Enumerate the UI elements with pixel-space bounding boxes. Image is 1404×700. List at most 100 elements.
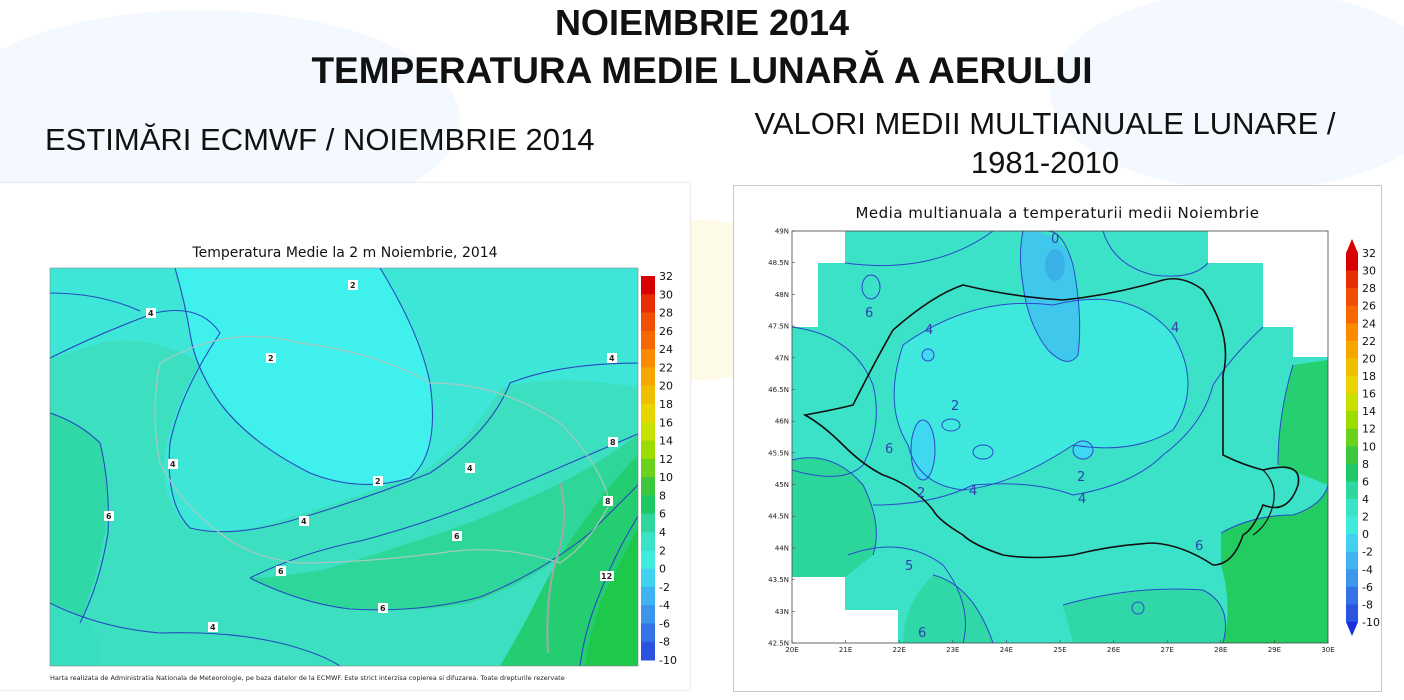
colorbar-label: 24 (659, 343, 673, 356)
contour-label: 6 (278, 567, 284, 576)
colorbar-swatch (1346, 569, 1358, 588)
lon-tick-label: 24E (1000, 646, 1013, 654)
colorbar-label: 16 (659, 416, 673, 429)
contour-label: 4 (148, 309, 154, 318)
colorbar-label: 14 (659, 435, 673, 448)
colorbar-swatch (641, 477, 655, 496)
colorbar-swatch (641, 349, 655, 368)
colorbar-swatch (641, 641, 655, 661)
colorbar-swatch (641, 458, 655, 478)
colorbar-label: 22 (1362, 335, 1376, 348)
colorbar-swatch (641, 330, 655, 350)
contour-label: 2 (951, 399, 959, 414)
contour-label: 0 (1051, 232, 1059, 247)
colorbar-label: 32 (659, 270, 673, 283)
clim-field-east (1278, 360, 1328, 485)
colorbar-label: 10 (1362, 440, 1376, 453)
colorbar-label: 0 (1362, 528, 1369, 541)
colorbar-swatch (1346, 305, 1358, 324)
lon-tick-label: 22E (893, 646, 906, 654)
contour-label: 4 (210, 623, 216, 632)
colorbar-swatch (1346, 270, 1358, 289)
colorbar-label: 2 (1362, 511, 1369, 524)
contour-label: 6 (380, 604, 386, 613)
contour-label: 5 (905, 559, 913, 574)
ecmwf-credit-text: Harta realizata de Administratia Nationa… (50, 674, 565, 682)
contour-label: 4 (301, 517, 307, 526)
colorbar-label: 10 (659, 471, 673, 484)
contour-label: 8 (605, 497, 611, 506)
colorbar-label: -2 (659, 581, 670, 594)
colorbar-swatch (641, 294, 655, 314)
colorbar-swatch (1346, 323, 1358, 342)
contour-label: 2 (268, 354, 274, 363)
ecmwf-map-frame (49, 267, 639, 667)
colorbar-label: 4 (659, 526, 666, 539)
colorbar-label: -10 (659, 654, 677, 667)
colorbar-swatch (641, 568, 655, 588)
colorbar-label: 6 (1362, 475, 1369, 488)
right-section-title-line1: VALORI MEDII MULTIANUALE LUNARE / (754, 106, 1336, 141)
colorbar-label: 18 (1362, 370, 1376, 383)
romania-border-faint (154, 335, 611, 564)
contour-label: 6 (106, 512, 112, 521)
colorbar-label: -2 (1362, 546, 1373, 559)
colorbar-swatch (1346, 393, 1358, 412)
right-section-title: VALORI MEDII MULTIANUALE LUNARE / 1981-2… (700, 104, 1390, 182)
colorbar-swatch (1346, 428, 1358, 447)
lat-tick-label: 42.5N (768, 640, 789, 648)
colorbar-label: 22 (659, 361, 673, 374)
colorbar-swatch (1346, 516, 1358, 535)
colorbar-swatch (1346, 253, 1358, 272)
colorbar-swatch (1346, 586, 1358, 605)
contour-label: 2 (350, 281, 356, 290)
lon-tick-label: 20E (785, 646, 798, 654)
colorbar-label: 14 (1362, 405, 1376, 418)
colorbar-label: -6 (659, 617, 670, 630)
colorbar-label: 12 (659, 453, 673, 466)
colorbar-swatch (641, 367, 655, 387)
colorbar-swatch (641, 312, 655, 332)
contour-label: 2 (375, 477, 381, 486)
lon-tick-label: 29E (1268, 646, 1281, 654)
lat-tick-label: 46N (775, 418, 789, 426)
ecmwf-field-10to12 (585, 527, 638, 666)
colorbar-swatch (641, 385, 655, 405)
lat-tick-label: 47.5N (768, 323, 789, 331)
colorbar-label: 12 (1362, 423, 1376, 436)
clim-field-8plus-se (1221, 485, 1328, 643)
colorbar-label: -10 (1362, 616, 1380, 629)
page-title: NOIEMBRIE 2014 (554, 2, 850, 43)
romania-border (802, 277, 1300, 566)
colorbar-label: 8 (1362, 458, 1369, 471)
colorbar-swatch (641, 532, 655, 551)
lat-tick-label: 44.5N (768, 513, 789, 521)
lat-tick-label: 47N (775, 354, 789, 362)
clim-nodata-ne (1208, 231, 1328, 357)
colorbar-swatch (1346, 551, 1358, 570)
clim-contour-labels: 0 6 4 4 2 6 2 2 4 4 6 5 6 (865, 232, 1203, 641)
colorbar-label: 20 (659, 380, 673, 393)
contour-label: 2 (1077, 470, 1085, 485)
clim-field-south2 (1063, 589, 1226, 643)
colorbar-label: 20 (1362, 352, 1376, 365)
clim-cold-spot (922, 349, 934, 361)
colorbar-arrow-top (1346, 239, 1358, 253)
clim-lat-axis: 49N 48.5N 48N 47.5N 47N 46.5N 46N 45.5N 45N 44.5N… (768, 228, 795, 648)
lon-tick-label: 21E (839, 646, 852, 654)
colorbar-swatch (641, 422, 655, 442)
contour-label: 4 (969, 484, 977, 499)
lon-tick-label: 27E (1161, 646, 1174, 654)
ecmwf-field-southwest (50, 603, 100, 666)
colorbar-label: 8 (659, 489, 666, 502)
contour-label: 4 (170, 460, 176, 469)
colorbar-swatch (641, 623, 655, 643)
colorbar-label: 6 (659, 508, 666, 521)
colorbar-swatch (641, 550, 655, 570)
contour-label: 12 (601, 572, 612, 581)
colorbar-label: -8 (659, 636, 670, 649)
contour-label: 4 (1171, 321, 1179, 336)
clim-contours (792, 231, 1328, 643)
colorbar-swatch (641, 495, 655, 515)
danube-delta (1252, 469, 1275, 536)
